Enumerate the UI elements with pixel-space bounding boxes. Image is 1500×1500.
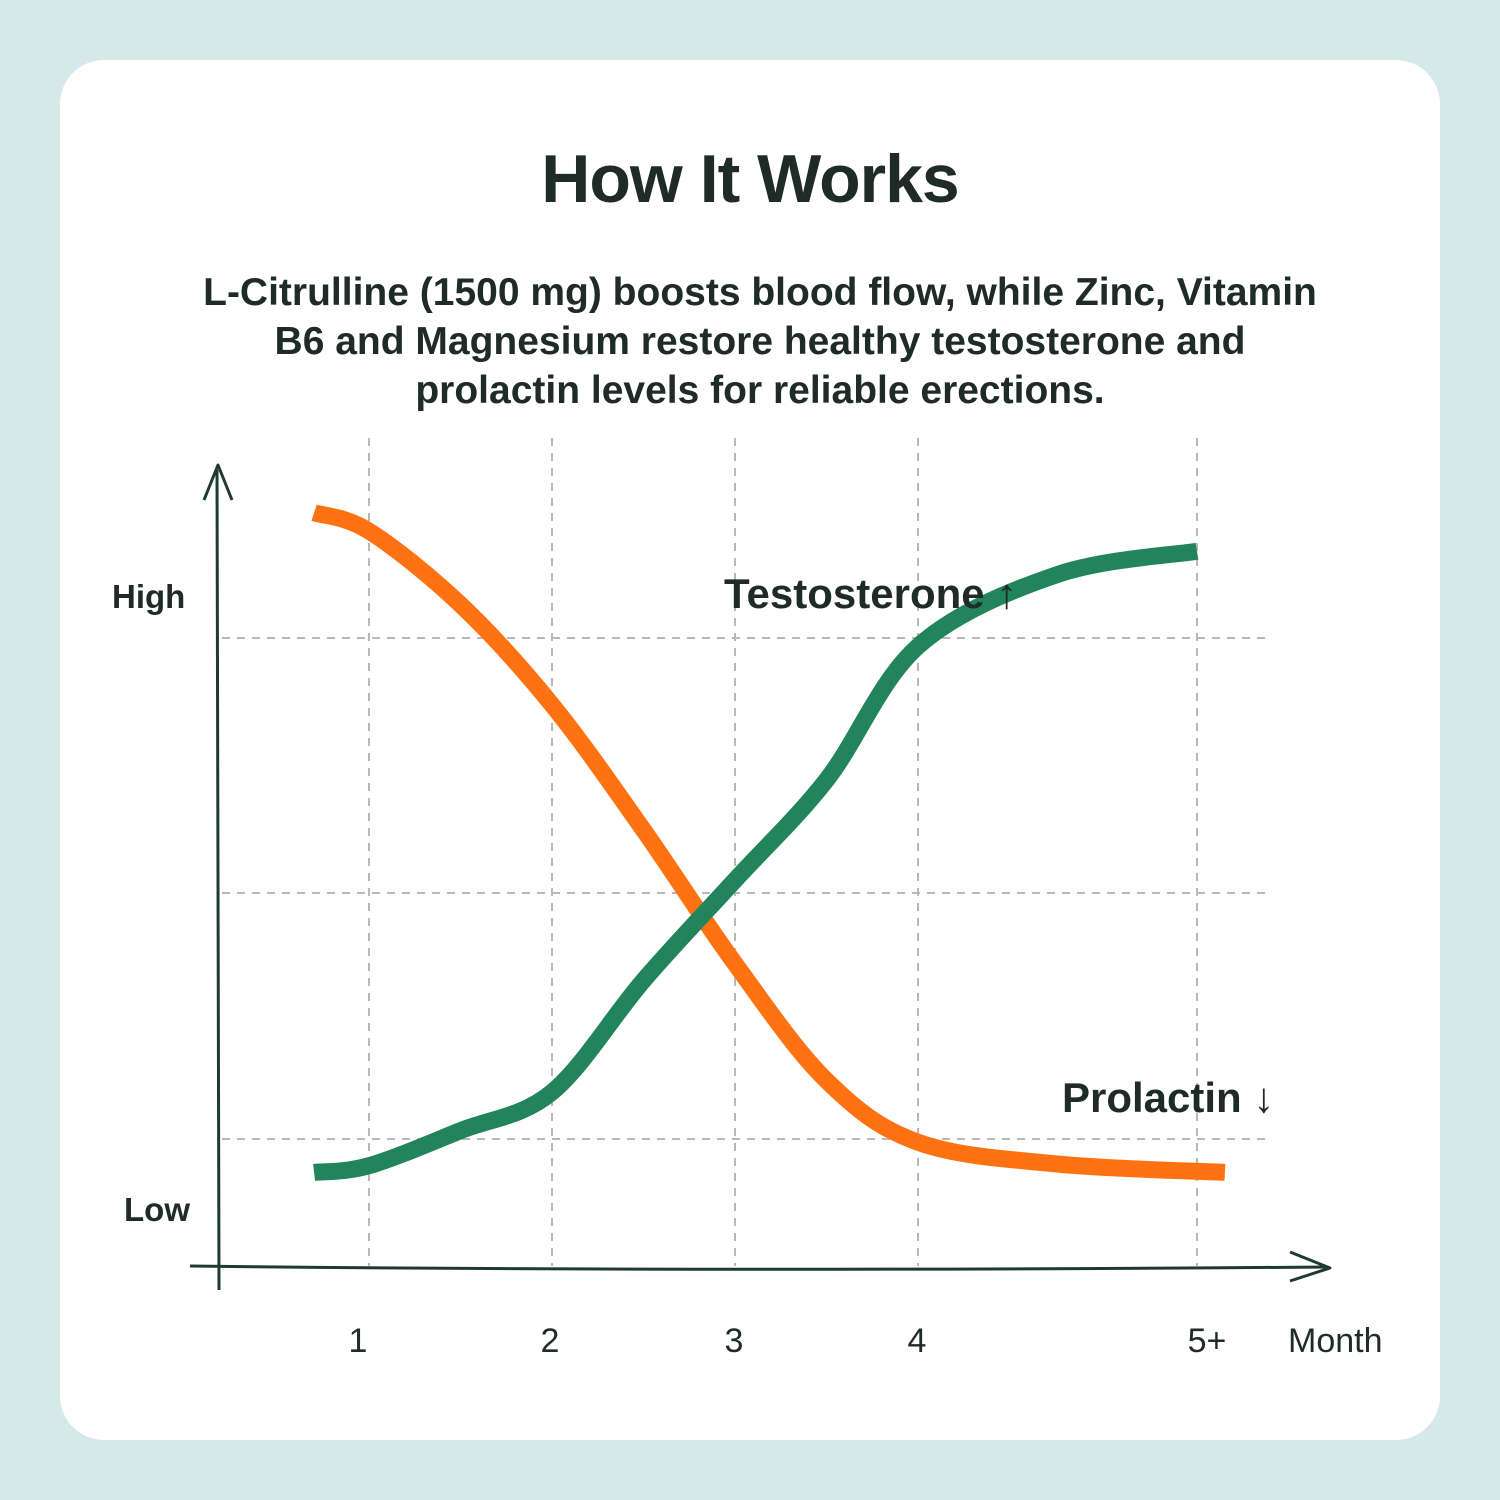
series-layer: [311, 504, 1226, 1181]
y-tick-label-high: High: [112, 578, 185, 615]
page-title: How It Works: [541, 141, 959, 217]
series-line-testosterone: [313, 542, 1199, 1181]
x-tick-label-5plus: 5+: [1188, 1322, 1227, 1360]
x-tick-label-3: 3: [725, 1322, 744, 1360]
x-axis-arrow: [1289, 1250, 1332, 1283]
page-subtitle: L-Citrulline (1500 mg) boosts blood flow…: [203, 271, 1317, 412]
series-label-testosterone: Testosterone ↑: [724, 570, 1017, 617]
y-tick-label-low: Low: [124, 1191, 190, 1228]
y-axis-arrow: [202, 463, 234, 501]
chart-labels: High Low 1 2 3 4 5+ Month Testosterone ↑…: [112, 570, 1383, 1360]
x-tick-label-1: 1: [349, 1322, 368, 1360]
x-tick-label-4: 4: [908, 1322, 927, 1360]
grid-lines: [222, 438, 1268, 1266]
series-label-prolactin: Prolactin ↓: [1062, 1074, 1274, 1121]
x-tick-label-2: 2: [541, 1322, 560, 1360]
series-line-prolactin: [311, 504, 1226, 1181]
x-axis: [189, 1264, 1329, 1271]
y-axis: [215, 469, 221, 1291]
content-card: [60, 60, 1440, 1440]
x-axis-title: Month: [1288, 1322, 1383, 1360]
chart-axes: [189, 463, 1332, 1291]
